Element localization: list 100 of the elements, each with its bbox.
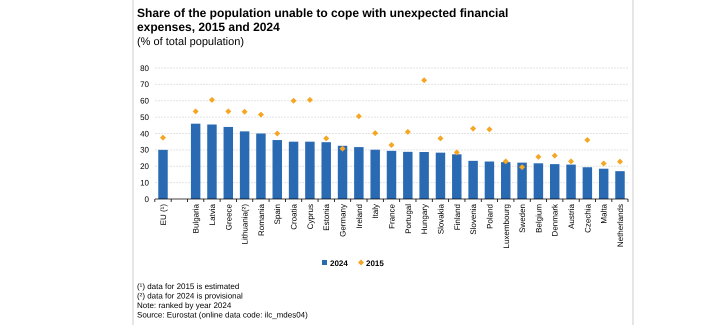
x-tick-label: Malta (600, 203, 609, 224)
x-tick-label: Italy (371, 204, 380, 219)
point (388, 142, 394, 148)
x-tick-label: Denmark (550, 203, 560, 236)
bar (452, 154, 462, 199)
y-tick-label: 80 (140, 64, 150, 73)
bar (256, 134, 266, 199)
legend-label: 2024 (330, 258, 348, 268)
x-tick-label: Netherlands (616, 204, 625, 248)
text: (²) data for 2024 is provisional (137, 292, 244, 300)
point (486, 126, 492, 132)
bar (305, 142, 315, 199)
x-tick-label: Czechia (583, 203, 592, 233)
bar (534, 163, 544, 199)
bar (386, 150, 396, 199)
bar (517, 162, 527, 199)
x-tick-label: Lithuania(²) (240, 204, 250, 244)
bar (321, 142, 331, 199)
point (274, 130, 280, 136)
x-tick-label: Ireland (354, 204, 364, 228)
x-tick-label: Estonia (322, 203, 332, 231)
bar (190, 124, 200, 199)
point (356, 113, 362, 120)
y-tick-label: 30 (140, 146, 150, 155)
y-tick-label: 60 (140, 96, 150, 106)
x-tick-label: Latvia (208, 203, 217, 226)
point (519, 164, 526, 170)
point (192, 108, 199, 114)
point (372, 130, 378, 136)
x-tick-label: Germany (338, 204, 348, 237)
x-tick-label: Austria (567, 203, 576, 229)
point (454, 149, 460, 156)
y-tick-label: 50 (140, 112, 150, 122)
chart-title: Share of the population unable to cope with unexpected financial expenses, 2015 and 2024 (137, 6, 508, 34)
source-note: Source: Eurostat (online data code: ilc_mdes04) (137, 310, 308, 320)
bar (484, 162, 494, 199)
bar (436, 152, 446, 199)
point (323, 135, 330, 142)
y-tick-label: 40 (140, 129, 150, 138)
bar (615, 171, 625, 199)
point (552, 152, 558, 159)
x-tick-label: Spain (273, 204, 282, 224)
bar (354, 147, 364, 199)
y-tick-label: 0 (144, 194, 150, 204)
x-tick-label: Cyprus (306, 204, 315, 230)
point (421, 77, 428, 84)
point (258, 112, 264, 118)
point (404, 128, 411, 135)
point (584, 137, 590, 144)
bar (272, 140, 282, 199)
x-tick-label: Belgium (534, 204, 544, 233)
bar (582, 167, 592, 199)
x-tick-label: Romania (256, 203, 266, 236)
x-tick-label: Finland (452, 204, 462, 230)
point (160, 134, 166, 141)
point (340, 146, 346, 152)
point (437, 135, 444, 142)
y-tick-label: 70 (140, 80, 150, 90)
bar (403, 152, 413, 199)
x-tick-label: France (388, 203, 396, 229)
point (225, 108, 232, 114)
point (290, 98, 297, 104)
x-tick-label: Luxembourg (502, 204, 511, 248)
bar (550, 164, 560, 199)
point (568, 158, 574, 164)
x-tick-label: Slovenia (469, 203, 478, 235)
y-tick-label: 20 (140, 162, 150, 172)
chart-subtitle: (% of total population) (137, 36, 244, 48)
point (242, 108, 248, 115)
x-tick-label: Slovakia (436, 203, 446, 234)
x-tick-label: Sweden (518, 204, 528, 233)
point (208, 96, 215, 103)
x-tick-label: Croatia (290, 203, 299, 230)
point (502, 158, 509, 164)
point (617, 158, 623, 165)
x-tick-label: Portugal (404, 204, 413, 234)
bar (419, 152, 429, 199)
y-tick-label: 10 (140, 178, 150, 188)
x-tick-label: EU (¹) (159, 204, 168, 226)
x-tick-label: Poland (485, 204, 494, 229)
point (600, 160, 607, 166)
bar (338, 146, 348, 199)
text: (¹) data for 2015 is estimated (137, 282, 240, 291)
bar (370, 150, 380, 199)
bar (288, 142, 298, 199)
text: Note: ranked by year 2024 (137, 301, 232, 310)
point (535, 154, 542, 160)
x-tick-label: Greece (224, 203, 234, 230)
bar (207, 124, 217, 199)
legend-label: 2015 (366, 258, 384, 268)
point (306, 96, 313, 103)
bar (224, 126, 234, 199)
bar (598, 168, 608, 199)
bar (566, 164, 576, 199)
x-tick-label: Bulgaria (192, 203, 201, 234)
bar (158, 150, 168, 199)
bar (501, 162, 510, 199)
x-tick-label: Hungary (420, 204, 430, 234)
point (470, 126, 476, 132)
bar (468, 160, 478, 199)
